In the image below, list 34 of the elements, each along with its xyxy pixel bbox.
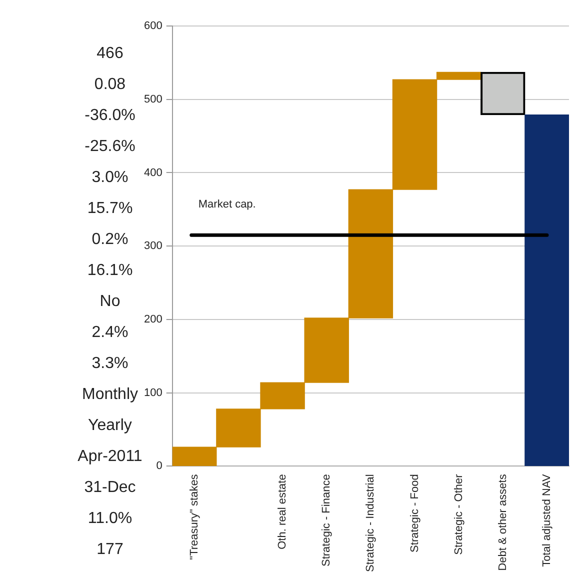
text: Yearly xyxy=(88,416,132,436)
y-tick-label: 100 xyxy=(144,386,162,399)
bar xyxy=(524,114,569,466)
x-tick-label: Strategic - Other xyxy=(452,474,465,555)
y-tick-label: 400 xyxy=(144,166,162,179)
y-tick-label: 200 xyxy=(144,313,162,326)
text: Monthly xyxy=(82,385,138,405)
text: 466 xyxy=(96,44,124,64)
text: 11.0% xyxy=(88,509,132,529)
text: 31-Dec xyxy=(84,478,136,498)
text: 0.2% xyxy=(92,230,128,250)
text: 3.0% xyxy=(92,168,128,188)
x-tick-label: Oth. real estate xyxy=(276,474,289,550)
x-tick-label: "Treasury" stakes xyxy=(188,474,200,560)
y-tick-label: 0 xyxy=(156,460,162,472)
text: -36.0% xyxy=(84,106,136,126)
text: 15.7% xyxy=(87,199,133,219)
text: 2.4% xyxy=(92,323,128,343)
x-tick-label: Strategic - Food xyxy=(408,474,421,552)
text: Apr-2011 xyxy=(78,447,142,467)
x-tick-label: Total adjusted NAV xyxy=(540,474,553,567)
y-tick-label: 600 xyxy=(144,20,162,32)
text: No xyxy=(100,292,120,312)
text: 0.08 xyxy=(94,75,126,95)
ref-line-label: Market cap. xyxy=(198,198,256,211)
text: -25.6% xyxy=(84,137,136,157)
text: 177 xyxy=(96,540,124,560)
x-tick-label: Strategic - Industrial xyxy=(364,474,377,572)
y-tick-label: 300 xyxy=(144,240,162,252)
x-tick-label: Strategic - Finance xyxy=(320,474,333,567)
x-tick-label: Debt & other assets xyxy=(496,474,509,571)
y-tick-label: 500 xyxy=(144,93,162,106)
text: 16.1% xyxy=(87,261,133,281)
text: 3.3% xyxy=(92,354,128,374)
